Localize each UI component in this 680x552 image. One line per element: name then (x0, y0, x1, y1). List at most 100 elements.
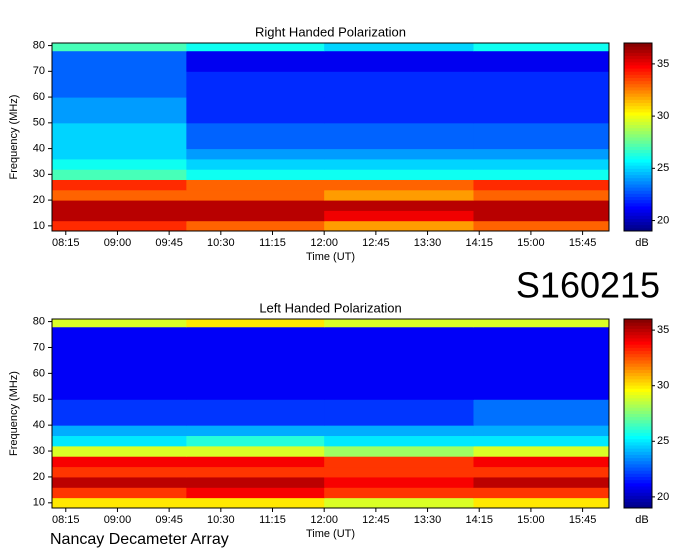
heat-cell (186, 220, 325, 232)
heat-cell (52, 326, 187, 348)
heat-cell (324, 158, 474, 170)
x-tick-label: 11:15 (259, 237, 286, 249)
colorbar-segment (624, 495, 652, 500)
heat-cell (473, 148, 610, 160)
heat-cell (186, 169, 325, 180)
colorbar-segment (624, 388, 652, 392)
heat-cell (324, 189, 474, 201)
colorbar-segment (624, 162, 652, 166)
colorbar-segment (624, 212, 652, 216)
heat-cell (473, 435, 610, 447)
colorbar-segment (624, 74, 652, 78)
colorbar-segment (624, 149, 652, 154)
x-tick-label: 12:00 (310, 514, 338, 526)
plot-frame (51, 318, 610, 509)
colorbar-segment (624, 199, 652, 204)
heat-cell (186, 189, 325, 201)
colorbar-segment (624, 441, 652, 446)
y-tick-label: 70 (33, 341, 45, 353)
x-tick-label: 15:00 (517, 514, 545, 526)
colorbar-segment (624, 96, 652, 100)
colorbar-segment (624, 90, 652, 94)
x-axis-label: Time (UT) (306, 251, 355, 263)
heat-cell (186, 399, 325, 426)
heat-cell (186, 425, 325, 437)
heat-cell (186, 97, 325, 124)
heat-cell (186, 497, 325, 509)
observation-id: S160215 (516, 265, 660, 306)
colorbar-segment (624, 152, 652, 157)
colorbar-segment (624, 363, 652, 367)
heat-cell (473, 487, 610, 499)
heat-cell (473, 326, 610, 348)
heat-cell (52, 179, 187, 191)
heat-cell (473, 456, 610, 468)
heat-cell (52, 43, 187, 52)
colorbar-segment (624, 80, 652, 85)
colorbar-segment (624, 205, 652, 210)
colorbar-segment (624, 71, 652, 75)
colorbar-segment (624, 353, 652, 358)
colorbar-segment (624, 319, 652, 323)
heat-cell (52, 435, 187, 447)
heat-cell (324, 476, 474, 488)
y-tick-label: 10 (33, 220, 45, 232)
colorbar-segment (624, 369, 652, 374)
heat-cell (473, 220, 610, 232)
heat-cell (186, 476, 325, 488)
colorbar-segment (624, 77, 652, 82)
heat-cell (324, 319, 474, 328)
heat-cell (324, 122, 474, 150)
colorbar-segment (624, 492, 652, 496)
colorbar-label: dB (635, 514, 648, 526)
heat-cell (473, 425, 610, 437)
colorbar-segment (624, 190, 652, 194)
colorbar-segment (624, 467, 652, 471)
x-tick-label: 15:00 (517, 237, 545, 249)
heat-cell (324, 210, 474, 222)
x-tick-label: 09:00 (104, 514, 132, 526)
colorbar-segment (624, 227, 652, 232)
colorbar-segment (624, 413, 652, 418)
colorbar-segment (624, 43, 652, 47)
heat-cell (324, 326, 474, 348)
colorbar-segment (624, 438, 652, 443)
colorbar-segment (624, 108, 652, 113)
heat-cell (473, 169, 610, 180)
colorbar-segment (624, 143, 652, 147)
x-tick-label: 09:00 (104, 237, 132, 249)
heat-cell (52, 425, 187, 437)
colorbar-segment (624, 115, 652, 119)
colorbar-segment (624, 99, 652, 104)
x-tick-label: 11:15 (259, 514, 286, 526)
heat-cell (186, 487, 325, 499)
colorbar-segment (624, 356, 652, 361)
colorbar-segment (624, 46, 652, 50)
colorbar-segment (624, 64, 652, 69)
heat-cell (473, 189, 610, 201)
heat-cell (52, 399, 187, 426)
heat-cell (324, 169, 474, 180)
heat-cell (52, 497, 187, 509)
colorbar-segment (624, 489, 652, 493)
heat-cell (52, 466, 187, 478)
heat-cell (52, 319, 187, 328)
heat-cell (52, 373, 187, 400)
x-tick-label: 09:45 (155, 237, 183, 249)
colorbar-segment (624, 165, 652, 169)
colorbar-segment (624, 52, 652, 57)
heat-cell (52, 71, 187, 98)
colorbar-segment (624, 180, 652, 185)
colorbar-segment (624, 209, 652, 213)
x-tick-label: 08:15 (52, 514, 80, 526)
y-axis-label: Frequency (MHz) (8, 95, 20, 180)
colorbar-segment (624, 476, 652, 481)
footer: Nancay Decameter Array (50, 531, 229, 548)
x-tick-label: 13:30 (414, 514, 442, 526)
colorbar-segment (624, 391, 652, 396)
heat-cell (324, 425, 474, 437)
heat-cell (473, 373, 610, 400)
colorbar-segment (624, 454, 652, 459)
colorbar-segment (624, 482, 652, 487)
colorbar-segment (624, 331, 652, 336)
